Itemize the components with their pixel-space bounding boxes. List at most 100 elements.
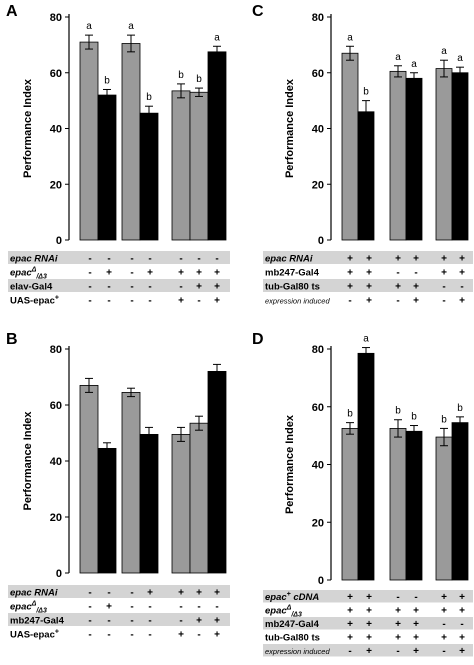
panel-a: A 0 20 40 60 80 Performance Index a b a b b b a epac R…	[6, 3, 230, 307]
genotype-cell: +	[196, 616, 202, 627]
genotype-cell: +	[413, 606, 419, 617]
genotype-cell: +	[366, 268, 372, 279]
genotype-cell: +	[395, 282, 401, 293]
genotype-cell: -	[396, 646, 399, 657]
genotype-cell: -	[130, 268, 133, 279]
significance-label: a	[441, 46, 447, 57]
bar	[207, 51, 227, 241]
y-tick-label: 0	[318, 235, 324, 247]
y-tick-label: 0	[56, 235, 62, 247]
genotype-cell: -	[148, 616, 151, 627]
genotype-cell: +	[459, 254, 465, 265]
genotype-row-band	[8, 279, 230, 292]
bar	[341, 428, 359, 581]
significance-label: b	[347, 409, 353, 420]
genotype-cell: +	[347, 282, 353, 293]
genotype-row-label: tub-Gal80 ts	[265, 633, 320, 644]
genotype-cell: -	[442, 282, 445, 293]
y-tick-label: 40	[50, 124, 62, 136]
genotype-cell: +	[395, 633, 401, 644]
y-axis-label: Performance Index	[284, 78, 296, 178]
genotype-cell: +	[214, 296, 220, 307]
genotype-cell: -	[88, 630, 91, 641]
genotype-cell: +	[441, 254, 447, 265]
genotype-cell: -	[88, 616, 91, 627]
genotype-cell: -	[88, 602, 91, 613]
genotype-cell: -	[179, 282, 182, 293]
genotype-cell: +	[441, 633, 447, 644]
genotype-row-label: mb247-Gal4	[10, 616, 65, 627]
genotype-cell: +	[366, 296, 372, 307]
genotype-cell: -	[107, 630, 110, 641]
panel-label: D	[252, 331, 264, 348]
genotype-row-band	[263, 279, 473, 292]
genotype-cell: -	[88, 268, 91, 279]
bar	[435, 68, 453, 241]
bar	[389, 428, 407, 581]
panel-label: C	[252, 3, 264, 20]
genotype-cell: +	[366, 592, 372, 603]
y-axis-label: Performance Index	[22, 78, 34, 178]
genotype-cell: +	[413, 282, 419, 293]
significance-label: a	[411, 59, 417, 70]
genotype-row-band	[263, 251, 473, 264]
bar	[189, 91, 209, 241]
genotype-cell: -	[107, 588, 110, 599]
genotype-row-band	[8, 613, 230, 626]
genotype-cell: -	[460, 282, 463, 293]
bar	[357, 352, 375, 581]
genotype-cell: -	[148, 296, 151, 307]
genotype-cell: +	[178, 588, 184, 599]
bar	[79, 41, 99, 241]
genotype-cell: +	[395, 619, 401, 630]
genotype-cell: -	[396, 268, 399, 279]
genotype-cell: -	[179, 602, 182, 613]
bar	[207, 370, 227, 574]
genotype-row-label: mb247-Gal4	[265, 268, 320, 279]
genotype-row-label: epacΔ/Δ3	[10, 267, 47, 281]
genotype-cell: +	[214, 630, 220, 641]
genotype-cell: -	[148, 282, 151, 293]
bar	[139, 112, 159, 241]
genotype-row-band	[263, 617, 473, 630]
genotype-row-label: UAS-epac+	[10, 629, 59, 641]
genotype-cell: +	[366, 646, 372, 657]
genotype-cell: +	[347, 619, 353, 630]
genotype-cell: +	[441, 606, 447, 617]
genotype-cell: +	[459, 592, 465, 603]
panel-label: B	[6, 331, 18, 348]
bar	[435, 436, 453, 581]
genotype-cell: -	[107, 616, 110, 627]
genotype-row-band	[8, 251, 230, 264]
genotype-cell: -	[442, 296, 445, 307]
genotype-cell: -	[130, 282, 133, 293]
genotype-row-label: epacΔ/Δ3	[265, 605, 302, 619]
genotype-cell: -	[148, 630, 151, 641]
y-tick-label: 20	[50, 179, 62, 191]
bar	[405, 77, 423, 241]
genotype-cell: -	[88, 282, 91, 293]
genotype-cell: -	[130, 616, 133, 627]
genotype-cell: -	[148, 254, 151, 265]
genotype-cell: -	[148, 602, 151, 613]
genotype-cell: -	[88, 296, 91, 307]
genotype-cell: -	[215, 254, 218, 265]
genotype-cell: +	[413, 646, 419, 657]
y-tick-label: 80	[312, 344, 324, 356]
genotype-cell: -	[442, 619, 445, 630]
genotype-cell: +	[214, 616, 220, 627]
genotype-cell: -	[130, 588, 133, 599]
bar	[97, 94, 117, 241]
genotype-cell: +	[413, 633, 419, 644]
y-tick-label: 80	[312, 12, 324, 24]
genotype-cell: +	[347, 268, 353, 279]
genotype-cell: +	[441, 592, 447, 603]
genotype-row-label: epac+ cDNA	[265, 591, 319, 603]
genotype-cell: +	[106, 268, 112, 279]
significance-label: a	[457, 53, 463, 64]
genotype-cell: +	[459, 296, 465, 307]
genotype-cell: +	[196, 588, 202, 599]
genotype-cell: +	[347, 633, 353, 644]
genotype-cell: +	[413, 296, 419, 307]
